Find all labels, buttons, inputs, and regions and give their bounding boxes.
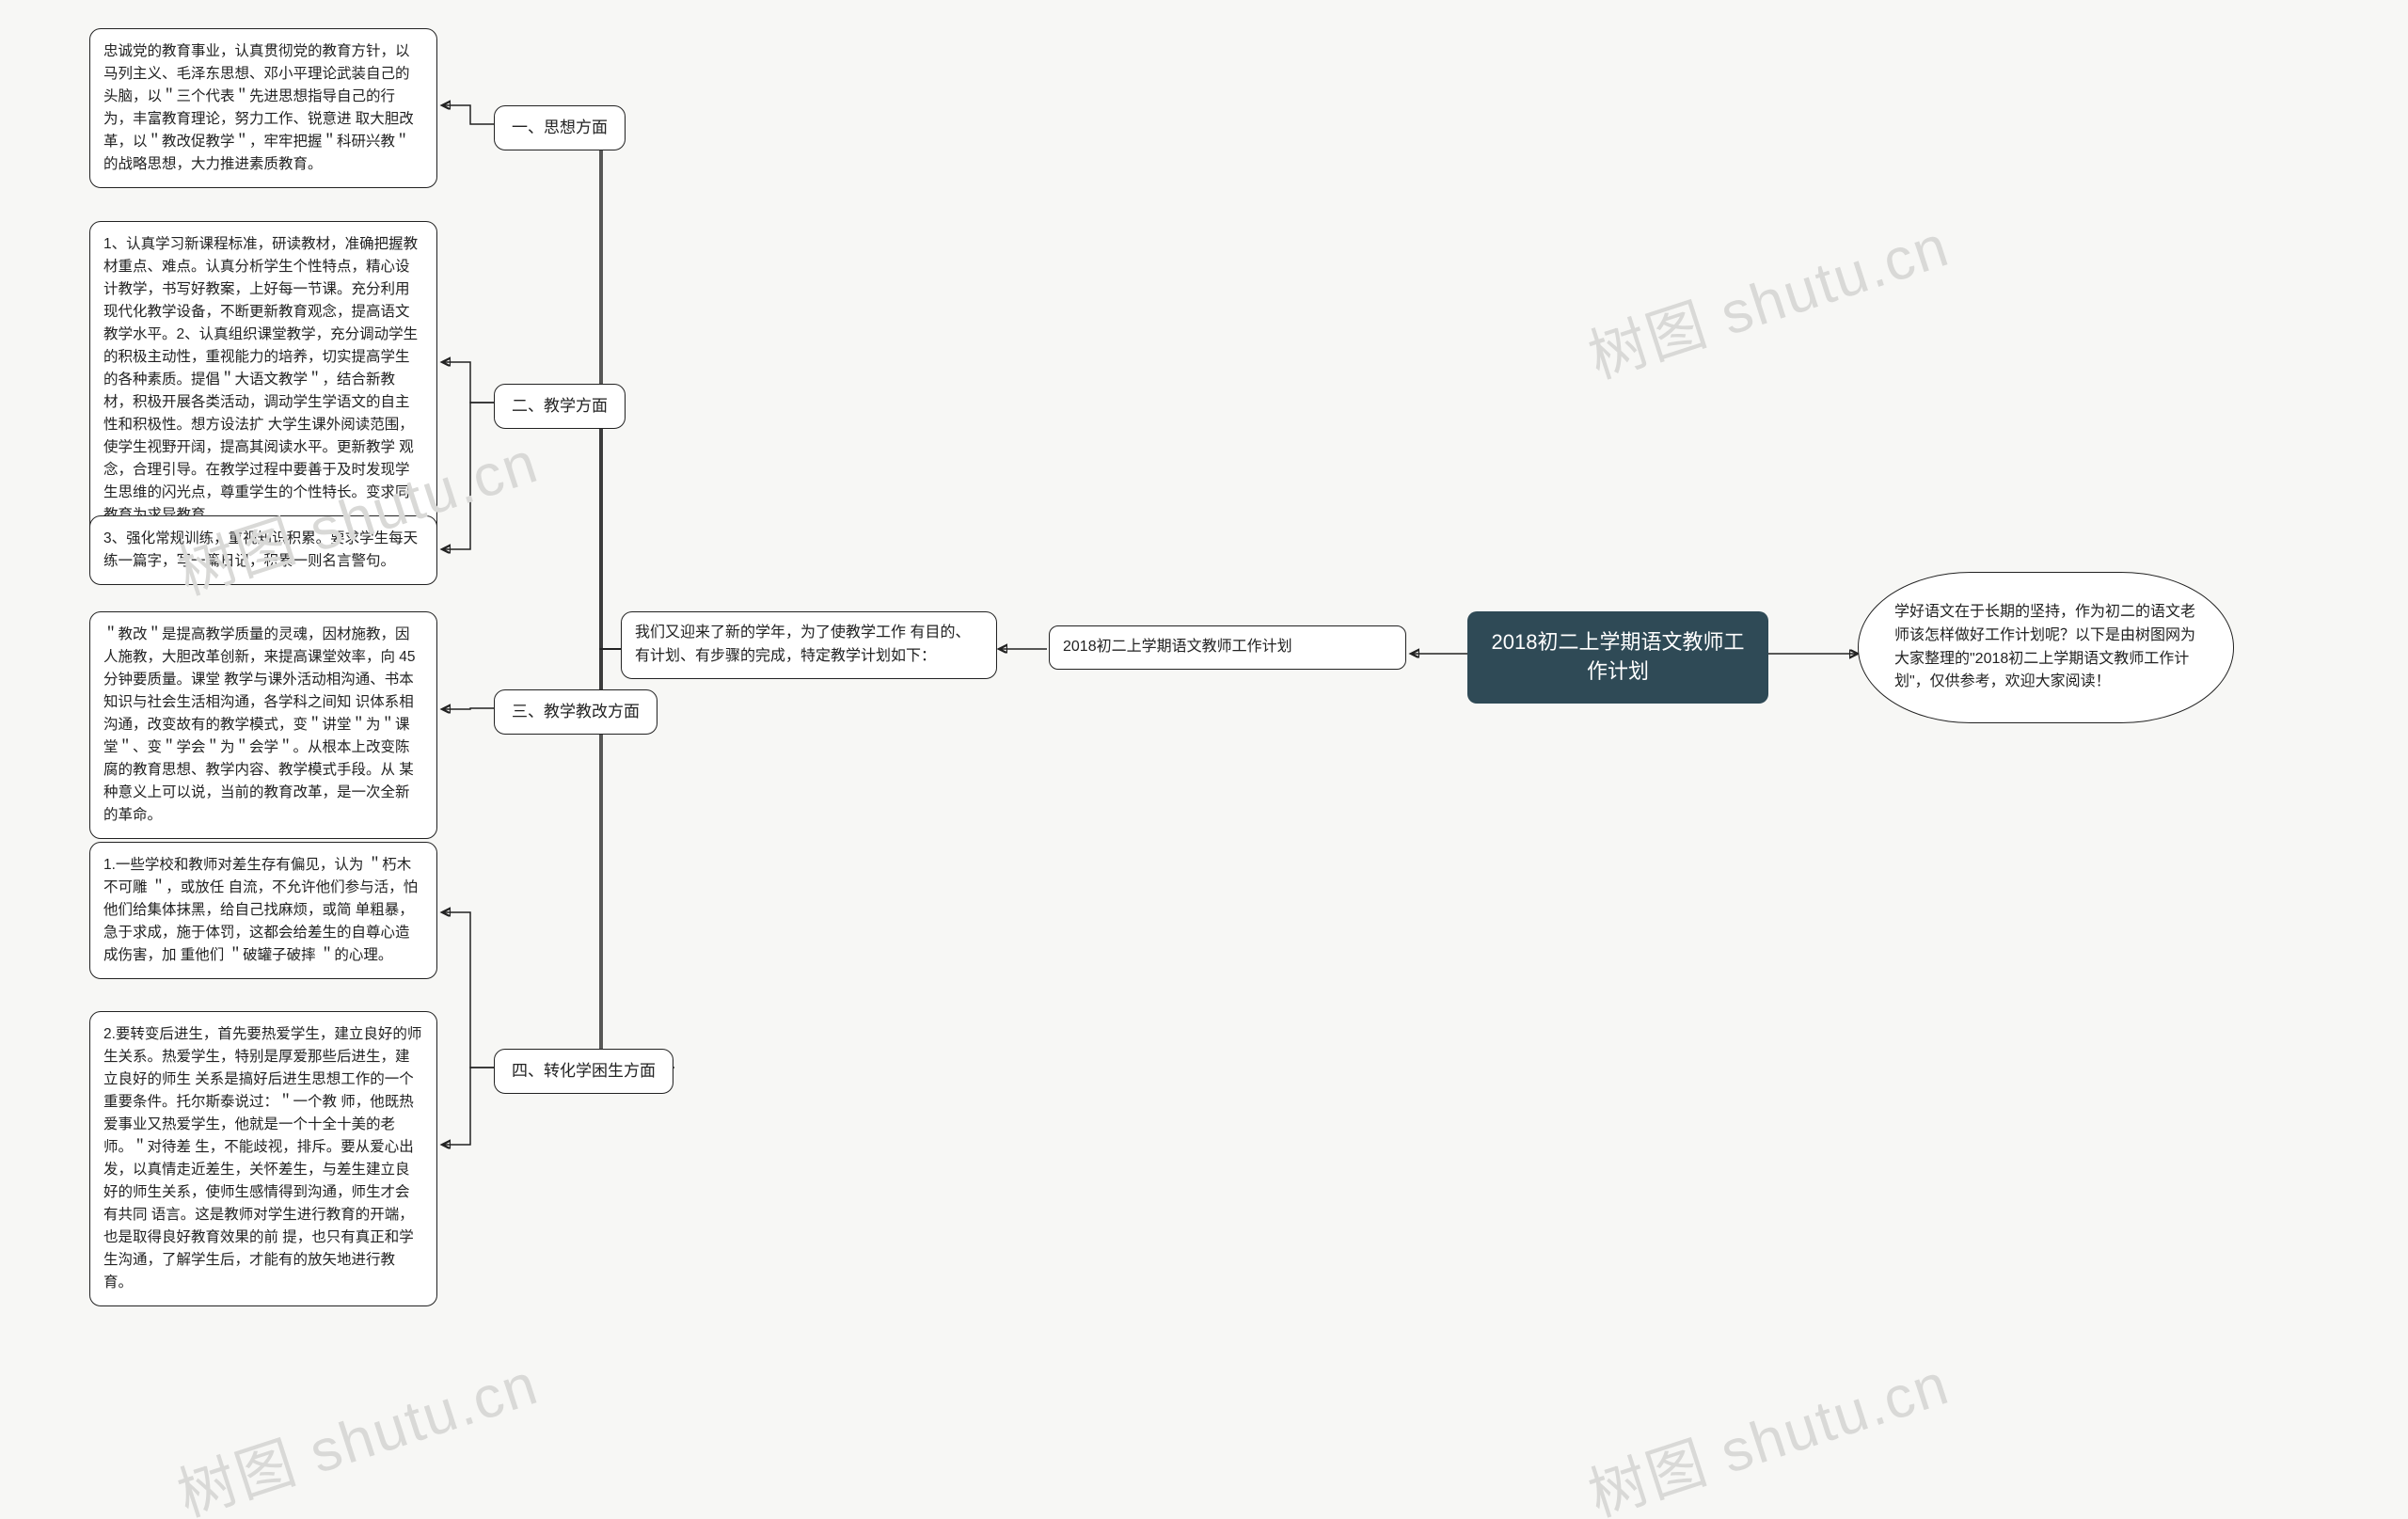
category-2-label: 二、教学方面	[512, 397, 608, 415]
leaf-1-text: 忠诚党的教育事业，认真贯彻党的教育方针，以马列主义、毛泽东思想、邓小平理论武装自…	[103, 43, 414, 172]
category-4-label: 四、转化学困生方面	[512, 1062, 656, 1080]
category-1[interactable]: 一、思想方面	[494, 105, 626, 150]
intro-node[interactable]: 学好语文在于长期的坚持，作为初二的语文老师该怎样做好工作计划呢？以下是由树图网为…	[1858, 572, 2234, 723]
watermark: 树图 shutu.cn	[1576, 1337, 1958, 1519]
category-3-label: 三、教学教改方面	[512, 703, 640, 720]
preface-node[interactable]: 我们又迎来了新的学年，为了使教学工作 有目的、有计划、有步骤的完成，特定教学计划…	[621, 611, 997, 679]
root-label: 2018初二上学期语文教师工作计划	[1492, 630, 1745, 683]
watermark: 树图 shutu.cn	[1576, 198, 1958, 394]
leaf-4-text: ＂教改＂是提高教学质量的灵魂，因材施教，因人施教，大胆改革创新，来提高课堂效率，…	[103, 626, 416, 823]
preface-text: 我们又迎来了新的学年，为了使教学工作 有目的、有计划、有步骤的完成，特定教学计划…	[635, 625, 970, 664]
leaf-5[interactable]: 1.一些学校和教师对差生存有偏见，认为 ＂朽木不可雕 ＂，或放任 自流，不允许他…	[89, 842, 437, 979]
category-3[interactable]: 三、教学教改方面	[494, 689, 657, 735]
mindmap-canvas: 2018初二上学期语文教师工作计划 学好语文在于长期的坚持，作为初二的语文老师该…	[0, 0, 2408, 1519]
leaf-3-text: 3、强化常规训练，重视知识积累。要求学生每天练一篇字，写一篇日记，积累一则名言警…	[103, 530, 418, 569]
category-1-label: 一、思想方面	[512, 119, 608, 136]
leaf-3[interactable]: 3、强化常规训练，重视知识积累。要求学生每天练一篇字，写一篇日记，积累一则名言警…	[89, 515, 437, 585]
category-4[interactable]: 四、转化学困生方面	[494, 1049, 673, 1094]
watermark: 树图 shutu.cn	[166, 1337, 547, 1519]
category-2[interactable]: 二、教学方面	[494, 384, 626, 429]
leaf-1[interactable]: 忠诚党的教育事业，认真贯彻党的教育方针，以马列主义、毛泽东思想、邓小平理论武装自…	[89, 28, 437, 188]
leaf-2[interactable]: 1、认真学习新课程标准，研读教材，准确把握教材重点、难点。认真分析学生个性特点，…	[89, 221, 437, 539]
intro-text: 学好语文在于长期的坚持，作为初二的语文老师该怎样做好工作计划呢？以下是由树图网为…	[1894, 604, 2195, 689]
leaf-6[interactable]: 2.要转变后进生，首先要热爱学生，建立良好的师生关系。热爱学生，特别是厚爱那些后…	[89, 1011, 437, 1306]
leaf-4[interactable]: ＂教改＂是提高教学质量的灵魂，因材施教，因人施教，大胆改革创新，来提高课堂效率，…	[89, 611, 437, 839]
leaf-2-text: 1、认真学习新课程标准，研读教材，准确把握教材重点、难点。认真分析学生个性特点，…	[103, 236, 418, 523]
subroot-node[interactable]: 2018初二上学期语文教师工作计划	[1049, 625, 1406, 670]
root-node[interactable]: 2018初二上学期语文教师工作计划	[1467, 611, 1768, 704]
leaf-6-text: 2.要转变后进生，首先要热爱学生，建立良好的师生关系。热爱学生，特别是厚爱那些后…	[103, 1026, 421, 1290]
leaf-5-text: 1.一些学校和教师对差生存有偏见，认为 ＂朽木不可雕 ＂，或放任 自流，不允许他…	[103, 857, 418, 963]
subroot-label: 2018初二上学期语文教师工作计划	[1063, 639, 1292, 655]
